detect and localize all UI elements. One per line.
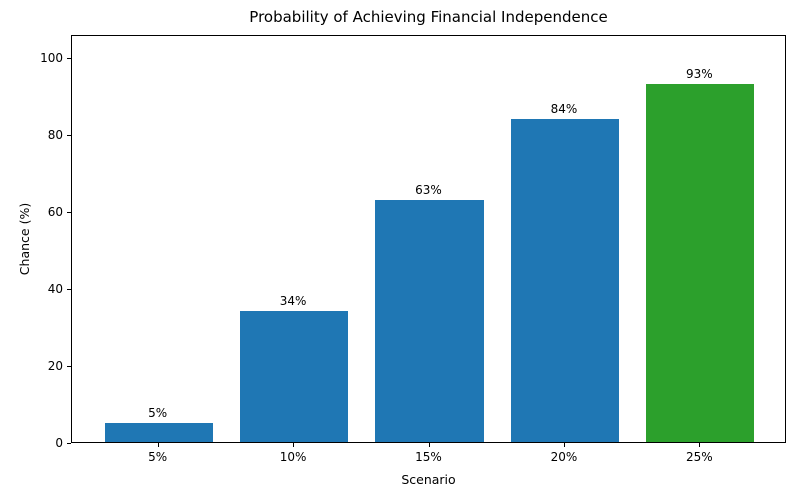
y-tick-mark <box>67 135 71 137</box>
x-axis-label: Scenario <box>401 472 456 487</box>
plot-area <box>71 35 786 443</box>
y-tick-label: 20 <box>47 359 63 374</box>
y-tick-label: 80 <box>47 128 63 143</box>
y-tick-label: 0 <box>55 436 63 450</box>
x-tick-mark <box>293 443 295 447</box>
bar <box>104 422 213 442</box>
bar-value-label: 63% <box>415 182 442 197</box>
bar-value-label: 84% <box>550 101 578 116</box>
bar-value-label: 93% <box>685 67 713 82</box>
x-tick-label: 15% <box>415 450 442 464</box>
x-tick-mark <box>157 443 159 447</box>
y-tick-label: 40 <box>47 282 63 297</box>
bar <box>646 84 755 442</box>
y-tick-label: 100 <box>40 51 63 66</box>
y-tick-mark <box>67 58 71 60</box>
bar-value-label: 5% <box>148 405 168 420</box>
y-tick-label: 60 <box>47 205 63 220</box>
x-tick-label: 20% <box>550 450 578 464</box>
bar <box>375 199 484 442</box>
x-tick-mark <box>428 443 430 447</box>
x-tick-mark <box>563 443 565 447</box>
x-tick-mark <box>699 443 701 447</box>
x-tick-label: 25% <box>685 450 713 464</box>
bar <box>510 118 620 442</box>
x-tick-label: 5% <box>148 450 168 464</box>
x-tick-label: 10% <box>279 450 307 464</box>
bar-value-label: 34% <box>279 294 307 309</box>
y-tick-mark <box>67 289 71 291</box>
y-tick-mark <box>67 366 71 368</box>
y-tick-mark <box>67 443 71 444</box>
chart-title: Probability of Achieving Financial Indep… <box>249 8 608 26</box>
bar <box>239 311 349 442</box>
y-tick-mark <box>67 212 71 214</box>
